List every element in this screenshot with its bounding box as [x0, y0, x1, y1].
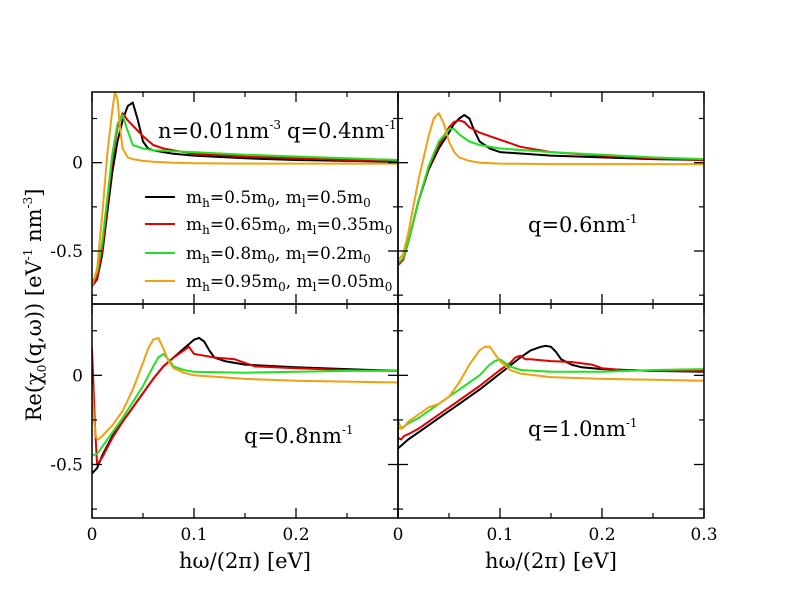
panel-b-q-label: q=0.6nm-1 [528, 212, 638, 237]
panel-b-series-orange [398, 112, 704, 261]
panel-a-q-label: q=0.4nm-1 [287, 118, 397, 143]
legend: mh=0.5m0, ml=0.5m0 mh=0.65m0, ml=0.35m0 … [145, 188, 392, 294]
panel-a-ytick-label: 0 [72, 154, 83, 174]
x-axis-label-left: hω/(2π) [eV] [179, 549, 311, 573]
x-tick-label-right: 0 [393, 525, 404, 545]
panel-d-q-label: q=1.0nm-1 [528, 416, 638, 441]
panel-d-series [398, 344, 704, 450]
legend-entry-1: mh=0.5m0, ml=0.5m0 [186, 188, 371, 210]
panel-b-series-green [398, 128, 704, 265]
panel-c-ytick-label: 0 [72, 366, 83, 386]
x-tick-label-left: 0.1 [180, 525, 207, 545]
panel-a-density-label: n=0.01nm-3 [158, 118, 281, 143]
panel-c-series-orange [92, 336, 398, 441]
panel-d-series-green [398, 358, 704, 430]
y-axis-label: Re(χ0(q,ω)) [eV-1 nm-3] [21, 189, 49, 422]
panel-d-series-orange [398, 345, 704, 430]
x-tick-label-right: 0.2 [588, 525, 615, 545]
panel-b-series [398, 112, 704, 266]
panel-c-series-green [92, 352, 398, 457]
panel-c-series [92, 336, 398, 475]
panel-c-frame [91, 303, 399, 519]
legend-entry-3: mh=0.8m0, ml=0.2m0 [186, 244, 371, 266]
x-tick-label-left: 0 [87, 525, 98, 545]
legend-entry-2: mh=0.65m0, ml=0.35m0 [186, 215, 392, 237]
panel-c-series-red [92, 345, 398, 466]
panel-c-ytick-label: -0.5 [50, 456, 83, 476]
panel-a-series [92, 92, 398, 287]
panel-c-q-label: q=0.8nm-1 [244, 423, 354, 448]
panel-a-ytick-label: -0.5 [50, 242, 83, 262]
panel-a-series-orange [92, 92, 398, 287]
tick-layer: -0.5 0 -0.5 0 0 0.1 0.2 0 0.1 0.2 0.3 [50, 92, 718, 545]
panel-c-series-black [92, 336, 398, 475]
legend-entry-4: mh=0.95m0, ml=0.05m0 [186, 272, 392, 294]
panel-d-series-red [398, 354, 704, 441]
panel-a-series-green [92, 114, 398, 284]
series-layer [92, 92, 704, 475]
x-tick-label-right: 0.3 [690, 525, 717, 545]
x-tick-label-left: 0.2 [282, 525, 309, 545]
x-tick-label-right: 0.1 [486, 525, 513, 545]
x-axis-label-right: hω/(2π) [eV] [485, 549, 617, 573]
panel-d-series-black [398, 344, 704, 450]
